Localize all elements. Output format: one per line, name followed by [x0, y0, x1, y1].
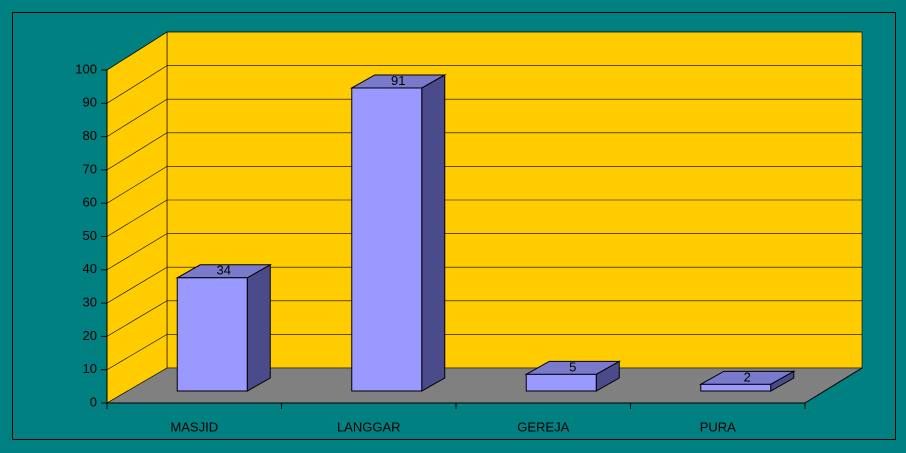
- x-tick-label: MASJID: [170, 419, 218, 434]
- y-tick-label: 30: [83, 295, 97, 310]
- grid-line: [106, 199, 168, 237]
- y-tick-label: 70: [83, 161, 97, 176]
- x-axis: [804, 367, 863, 404]
- value-label: 34: [217, 263, 231, 278]
- y-tick-label: 40: [83, 261, 97, 276]
- grid-line: [106, 31, 168, 71]
- y-tick-label: 90: [83, 95, 97, 110]
- grid-line: [106, 300, 168, 337]
- side-wall: [106, 31, 168, 404]
- value-label: 91: [391, 73, 405, 88]
- x-tick-label: LANGGAR: [337, 419, 401, 434]
- bar: [700, 383, 772, 392]
- grid-line: [106, 266, 168, 304]
- bar: [525, 373, 597, 392]
- y-tick-label: 100: [75, 61, 97, 76]
- value-label: 2: [744, 369, 751, 384]
- grid-line: [106, 166, 168, 204]
- bar: [176, 277, 248, 392]
- grid-line: [106, 233, 168, 271]
- y-tick-label: 10: [83, 361, 97, 376]
- x-tick-label: GEREJA: [517, 419, 569, 434]
- grid-line: [106, 334, 168, 370]
- bar: [351, 87, 423, 392]
- chart-border: [12, 12, 896, 440]
- y-tick-label: 80: [83, 128, 97, 143]
- value-label: 5: [569, 359, 576, 374]
- grid-line: [106, 65, 168, 104]
- y-tick-label: 20: [83, 328, 97, 343]
- grid-line: [106, 132, 168, 171]
- y-tick-label: 0: [90, 394, 97, 409]
- x-tick-label: PURA: [700, 419, 736, 434]
- grid-line: [106, 98, 168, 137]
- bar-side: [421, 74, 446, 392]
- y-tick-label: 50: [83, 228, 97, 243]
- y-tick-label: 60: [83, 195, 97, 210]
- bar-side: [246, 263, 271, 392]
